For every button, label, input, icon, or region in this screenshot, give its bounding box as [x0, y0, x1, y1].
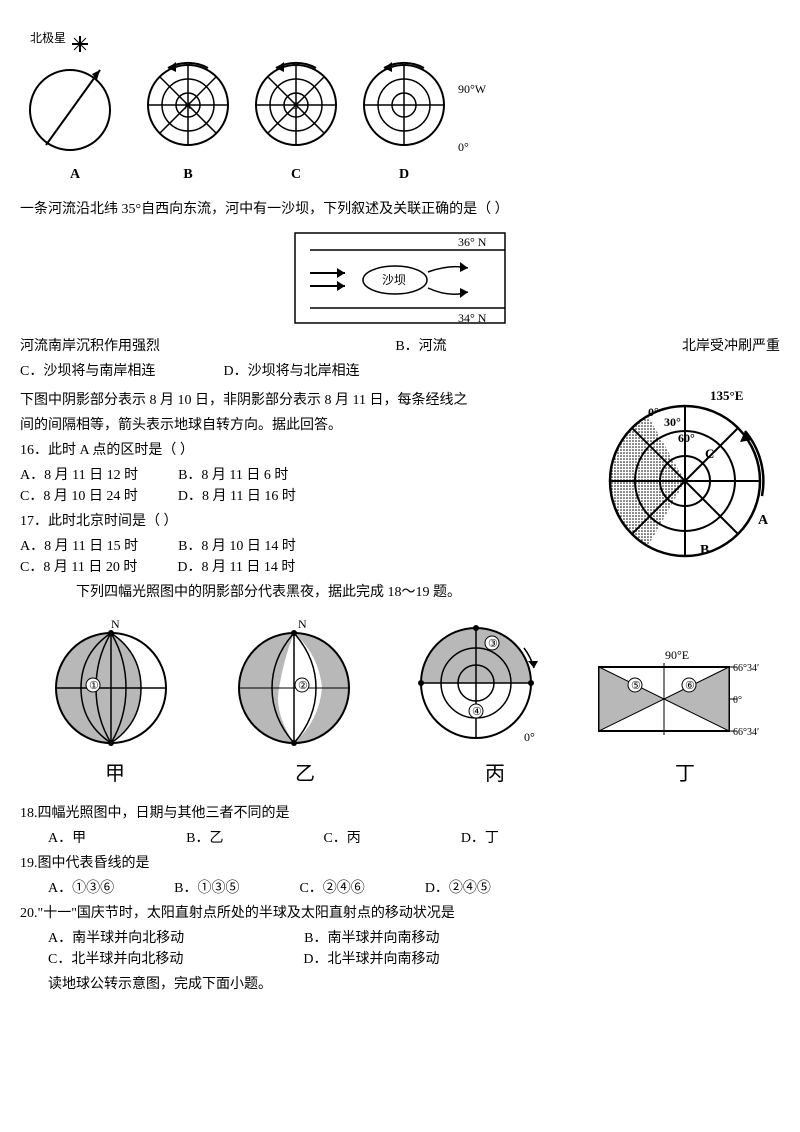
q20-opts-row2: C．北半球并向北移动 D．北半球并向南移动	[20, 949, 780, 970]
light-figures: ① N ② N ③ ④ 0° 90°E	[20, 613, 780, 753]
q18-intro: 下列四幅光照图中的阴影部分代表黑夜，据此完成 18～19 题。	[20, 582, 780, 603]
q16-block: 下图中阴影部分表示 8 月 10 日，非阴影部分表示 8 月 11 日，每条经线…	[20, 386, 780, 578]
q18-c: C．丙	[323, 828, 360, 849]
d-90w: 90°W	[458, 80, 486, 98]
q20-stem: 20."十一"国庆节时，太阳直射点所处的半球及太阳直射点的移动状况是	[20, 903, 780, 924]
fig-a-label: A	[20, 164, 130, 185]
q16-c: C．8 月 10 日 24 时	[20, 486, 138, 507]
svg-text:0°: 0°	[648, 405, 659, 419]
svg-text:0°: 0°	[733, 695, 742, 706]
svg-text:36° N: 36° N	[458, 235, 487, 249]
svg-text:C: C	[705, 446, 714, 461]
fig-b-label: B	[138, 164, 238, 185]
fig-a: 北极星 A	[20, 30, 130, 185]
q20-d: D．北半球并向南移动	[303, 949, 439, 970]
q18-d: D．丁	[461, 828, 499, 849]
svg-text:N: N	[184, 101, 191, 112]
q17-b: B．8 月 10 日 14 时	[178, 536, 296, 557]
fig-d-label: D	[354, 164, 454, 185]
q17-a: A．8 月 11 日 15 时	[20, 536, 138, 557]
svg-text:0°: 0°	[524, 730, 535, 744]
svg-text:30°: 30°	[664, 415, 681, 429]
clock-figure: 135°E 0° 30° 60° C A B	[590, 386, 780, 578]
svg-text:60°: 60°	[678, 431, 695, 445]
svg-text:90°E: 90°E	[665, 648, 689, 662]
q16-a: A．8 月 11 日 12 时	[20, 465, 138, 486]
q18-stem: 18.四幅光照图中，日期与其他三者不同的是	[20, 803, 780, 824]
top-figure-row: 北极星 A N B	[20, 30, 780, 185]
svg-text:沙坝: 沙坝	[382, 273, 406, 287]
q20-a: A．南半球并向北移动	[48, 928, 184, 949]
svg-text:34° N: 34° N	[458, 311, 487, 325]
q16-intro1: 下图中阴影部分表示 8 月 10 日，非阴影部分表示 8 月 11 日，每条经线…	[20, 390, 580, 411]
q18-a: A．甲	[48, 828, 86, 849]
svg-text:66°34′N: 66°34′N	[733, 663, 759, 674]
fig-b: N B	[138, 50, 238, 185]
svg-text:N: N	[298, 617, 307, 631]
river-figure: 36° N 34° N 沙坝	[20, 228, 780, 328]
q18-b: B．乙	[186, 828, 223, 849]
q15-opts-row2: C．沙坝将与南岸相连 D．沙坝将与北岸相连	[20, 361, 780, 382]
svg-text:A: A	[758, 513, 769, 528]
svg-text:B: B	[700, 543, 709, 558]
q15-stem: 一条河流沿北纬 35°自西向东流，河中有一沙坝，下列叙述及关联正确的是（ ）	[20, 199, 780, 220]
svg-text:④: ④	[472, 706, 482, 718]
q19-a: A．①③⑥	[48, 878, 114, 899]
fig-jia: ① N	[41, 613, 181, 753]
cap-bing: 丙	[485, 759, 505, 789]
q16-stem: 16．此时 A 点的区时是（ ）	[20, 440, 580, 461]
q17-stem: 17．此时北京时间是（ ）	[20, 511, 580, 532]
q15-a: 河流南岸沉积作用强烈	[20, 336, 160, 357]
cap-ding: 丁	[675, 759, 695, 789]
fig-bing: ③ ④ 0°	[406, 613, 546, 753]
q19-d: D．②④⑤	[425, 878, 491, 899]
q16-intro2: 间的间隔相等，箭头表示地球自转方向。据此回答。	[20, 415, 580, 436]
q16-d: D．8 月 11 日 16 时	[178, 486, 296, 507]
fig-c-label: C	[246, 164, 346, 185]
svg-text:S: S	[293, 101, 299, 112]
svg-text:①: ①	[89, 680, 99, 692]
svg-text:N: N	[111, 617, 120, 631]
svg-text:③: ③	[488, 638, 498, 650]
svg-text:66°34′S: 66°34′S	[733, 727, 759, 738]
q19-opts: A．①③⑥ B．①③⑤ C．②④⑥ D．②④⑤	[20, 878, 780, 899]
q17-d: D．8 月 11 日 14 时	[177, 557, 295, 578]
q19-c: C．②④⑥	[299, 878, 364, 899]
q19-b: B．①③⑤	[174, 878, 239, 899]
q16-b: B．8 月 11 日 6 时	[178, 465, 288, 486]
q20-b: B．南半球并向南移动	[304, 928, 439, 949]
fig-ding: 90°E ⑤ ⑥ 66°34′N 0° 66°34′S	[589, 643, 759, 753]
q15-b: B．河流	[395, 336, 446, 357]
q15-c: C．沙坝将与南岸相连	[20, 361, 220, 382]
fig-yi: ② N	[224, 613, 364, 753]
fig-d: D 90°W 0°	[354, 50, 486, 185]
svg-text:②: ②	[298, 680, 308, 692]
q20-c: C．北半球并向北移动	[48, 949, 183, 970]
cap-jia: 甲	[105, 759, 125, 789]
svg-text:⑤: ⑤	[631, 680, 641, 692]
fig-c: S C	[246, 50, 346, 185]
q15-opts-row1: 河流南岸沉积作用强烈 B．河流 北岸受冲刷严重	[20, 336, 780, 357]
light-captions: 甲 乙 丙 丁	[20, 759, 780, 789]
q15-b-tail: 北岸受冲刷严重	[682, 336, 780, 357]
q15-d: D．沙坝将与北岸相连	[224, 364, 360, 379]
q20-opts-row1: A．南半球并向北移动 B．南半球并向南移动	[20, 928, 780, 949]
cap-yi: 乙	[295, 759, 315, 789]
d-0: 0°	[458, 138, 486, 156]
q17-c: C．8 月 11 日 20 时	[20, 557, 137, 578]
svg-text:135°E: 135°E	[710, 388, 743, 403]
q18-opts: A．甲 B．乙 C．丙 D．丁	[20, 828, 780, 849]
q19-stem: 19.图中代表昏线的是	[20, 853, 780, 874]
svg-text:⑥: ⑥	[685, 680, 695, 692]
tail-text: 读地球公转示意图，完成下面小题。	[20, 974, 780, 995]
polaris-label: 北极星	[30, 31, 66, 45]
